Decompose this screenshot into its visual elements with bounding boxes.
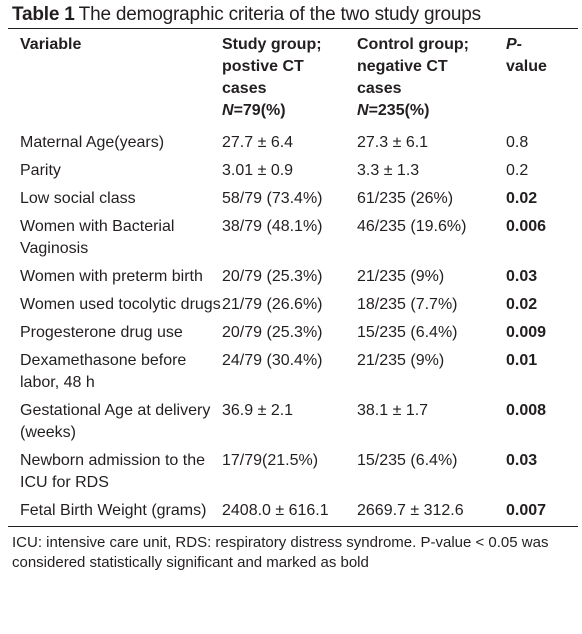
cell-control-group: 15/235 (6.4%) — [357, 452, 458, 469]
header-study-line3: cases — [222, 80, 267, 97]
cell-p-value: 0.8 — [506, 134, 529, 151]
cell-variable: Dexamethasone before labor, 48 h — [20, 352, 187, 391]
cell-variable: Gestational Age at delivery (weeks) — [20, 402, 211, 441]
cell-variable: Fetal Birth Weight (grams) — [20, 502, 207, 519]
cell-study-group: 38/79 (48.1%) — [222, 218, 323, 235]
table-row: Women with Bacterial Vaginosis 38/79 (48.… — [8, 210, 578, 260]
header-control-line2: negative CT — [357, 58, 448, 75]
header-study-line2: postive CT — [222, 58, 304, 75]
header-control-n: N=235(%) — [357, 100, 506, 122]
cell-control-group: 18/235 (7.7%) — [357, 296, 458, 313]
header-control-line3: cases — [357, 80, 402, 97]
cell-variable: Parity — [20, 162, 61, 179]
cell-variable: Women with preterm birth — [20, 268, 203, 285]
header-control-group: Control group; negative CT cases N=235(%… — [357, 29, 506, 125]
cell-control-group: 21/235 (9%) — [357, 352, 445, 369]
cell-study-group: 17/79(21.5%) — [222, 452, 319, 469]
cell-variable: Progesterone drug use — [20, 324, 183, 341]
cell-p-value: 0.02 — [506, 190, 538, 207]
table-footnote: ICU: intensive care unit, RDS: respirato… — [12, 534, 549, 571]
cell-study-group: 3.01 ± 0.9 — [222, 162, 294, 179]
table-caption-label: Table 1 — [12, 4, 75, 25]
table-caption: Table 1 The demographic criteria of the t… — [8, 2, 578, 28]
header-variable-text: Variable — [20, 36, 82, 53]
table-row: Fetal Birth Weight (grams) 2408.0 ± 616.1… — [8, 494, 578, 526]
header-study-n-value: =79(%) — [233, 102, 286, 119]
cell-variable: Women used tocolytic drugs — [20, 296, 221, 313]
header-p-line1: P- — [506, 36, 522, 53]
header-variable: Variable — [8, 29, 222, 125]
table-row: Progesterone drug use 20/79 (25.3%) 15/235… — [8, 316, 578, 344]
table-figure: Table 1 The demographic criteria of the t… — [8, 0, 578, 573]
cell-control-group: 46/235 (19.6%) — [357, 218, 467, 235]
cell-p-value: 0.2 — [506, 162, 529, 179]
header-row: Variable Study group; postive CT cases N… — [8, 29, 578, 125]
cell-control-group: 2669.7 ± 312.6 — [357, 502, 464, 519]
cell-variable: Newborn admission to the ICU for RDS — [20, 452, 205, 491]
cell-study-group: 24/79 (30.4%) — [222, 352, 323, 369]
cell-variable: Low social class — [20, 190, 136, 207]
cell-study-group: 36.9 ± 2.1 — [222, 402, 294, 419]
cell-study-group: 20/79 (25.3%) — [222, 324, 323, 341]
table-row: Women used tocolytic drugs 21/79 (26.6%) 1… — [8, 288, 578, 316]
table-row: Women with preterm birth 20/79 (25.3%) 21/… — [8, 260, 578, 288]
cell-p-value: 0.02 — [506, 296, 538, 313]
demographic-table: Variable Study group; postive CT cases N… — [8, 29, 578, 526]
header-control-n-label: N — [357, 102, 369, 119]
header-p-value: P- value — [506, 29, 578, 125]
header-study-group: Study group; postive CT cases N=79(%) — [222, 29, 357, 125]
cell-study-group: 2408.0 ± 616.1 — [222, 502, 329, 519]
cell-variable: Women with Bacterial Vaginosis — [20, 218, 175, 257]
cell-p-value: 0.006 — [506, 218, 547, 235]
cell-control-group: 15/235 (6.4%) — [357, 324, 458, 341]
cell-variable: Maternal Age(years) — [20, 134, 165, 151]
table-caption-text: The demographic criteria of the two stud… — [78, 4, 481, 25]
bottom-rule — [8, 526, 578, 527]
cell-study-group: 21/79 (26.6%) — [222, 296, 323, 313]
cell-control-group: 3.3 ± 1.3 — [357, 162, 420, 179]
header-control-n-value: =235(%) — [368, 102, 430, 119]
table-body: Maternal Age(years) 27.7 ± 6.4 27.3 ± 6.1 0… — [8, 125, 578, 526]
header-study-n-label: N — [222, 102, 234, 119]
cell-control-group: 38.1 ± 1.7 — [357, 402, 429, 419]
cell-study-group: 20/79 (25.3%) — [222, 268, 323, 285]
cell-p-value: 0.008 — [506, 402, 547, 419]
table-row: Parity 3.01 ± 0.9 3.3 ± 1.3 0.2 — [8, 154, 578, 182]
cell-study-group: 58/79 (73.4%) — [222, 190, 323, 207]
cell-control-group: 21/235 (9%) — [357, 268, 445, 285]
cell-p-value: 0.007 — [506, 502, 547, 519]
header-control-line1: Control group; — [357, 36, 469, 53]
header-study-line1: Study group; — [222, 36, 322, 53]
table-row: Newborn admission to the ICU for RDS 17/7… — [8, 444, 578, 494]
cell-study-group: 27.7 ± 6.4 — [222, 134, 294, 151]
table-row: Dexamethasone before labor, 48 h 24/79 (3… — [8, 344, 578, 394]
cell-p-value: 0.03 — [506, 452, 538, 469]
cell-p-value: 0.01 — [506, 352, 538, 369]
cell-control-group: 61/235 (26%) — [357, 190, 454, 207]
table-row: Gestational Age at delivery (weeks) 36.9 … — [8, 394, 578, 444]
table-row: Maternal Age(years) 27.7 ± 6.4 27.3 ± 6.1 0… — [8, 125, 578, 154]
top-rule — [8, 28, 578, 29]
cell-control-group: 27.3 ± 6.1 — [357, 134, 429, 151]
header-p-line2: value — [506, 58, 547, 75]
table-row: Low social class 58/79 (73.4%) 61/235 (26%… — [8, 182, 578, 210]
header-study-n: N=79(%) — [222, 100, 357, 122]
cell-p-value: 0.009 — [506, 324, 547, 341]
cell-p-value: 0.03 — [506, 268, 538, 285]
